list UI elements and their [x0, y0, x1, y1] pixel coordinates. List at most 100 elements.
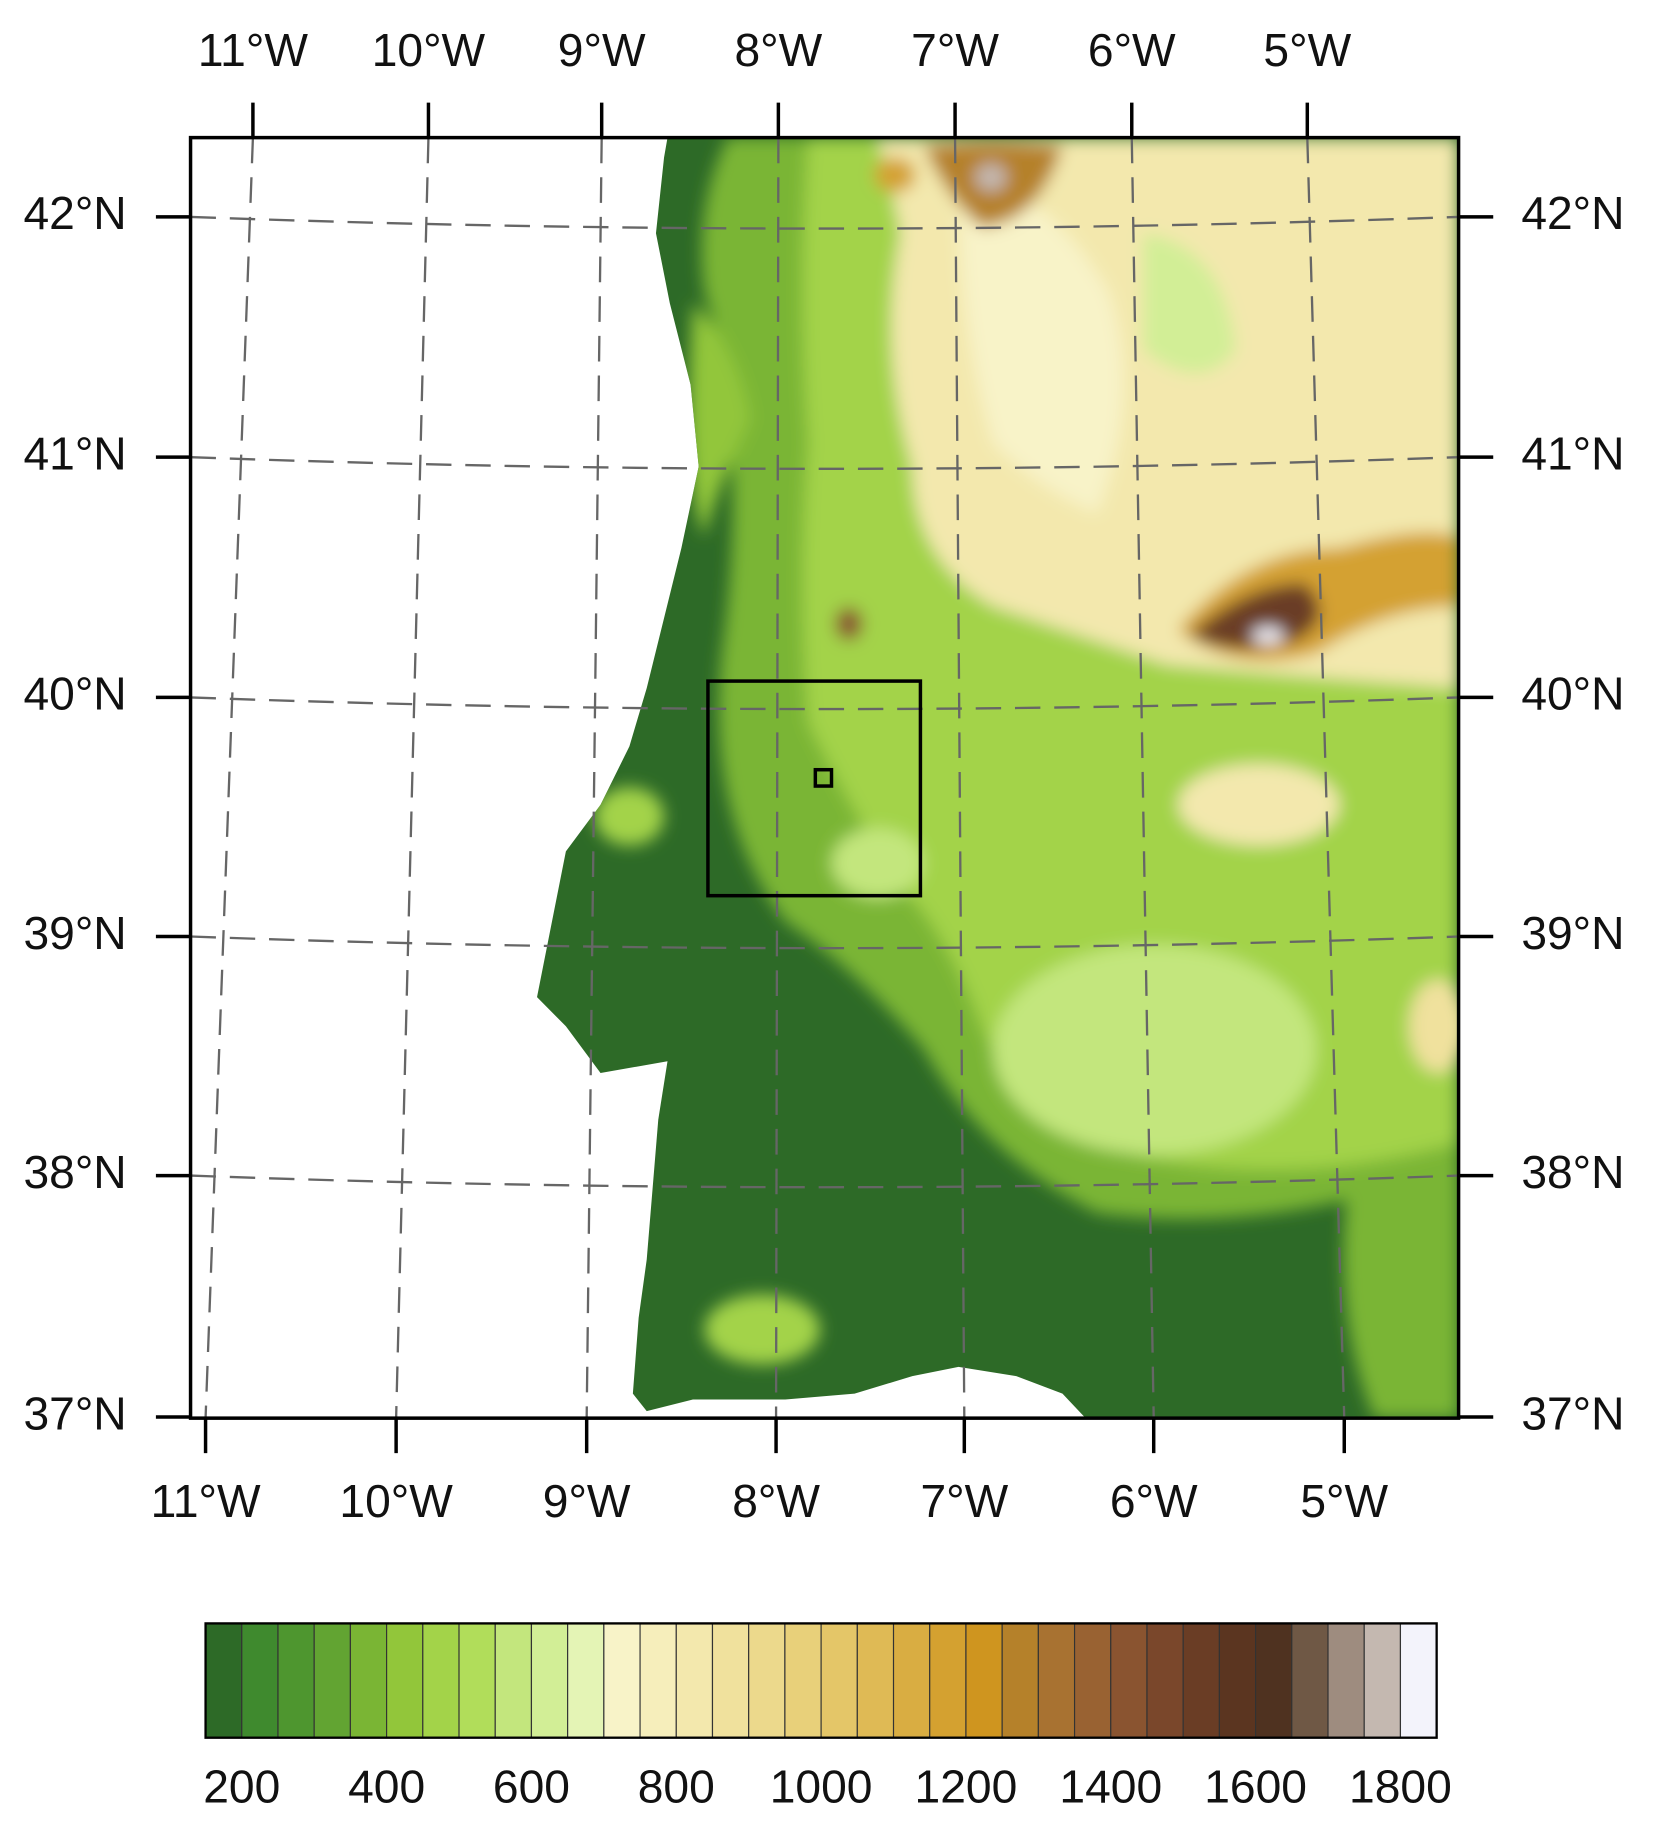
meridian	[1130, 137, 1155, 1419]
peak	[974, 163, 1008, 192]
domain-box	[706, 679, 923, 898]
colorbar-box	[639, 1622, 677, 1739]
meridian	[1306, 137, 1346, 1419]
colorbar-tick-label: 200	[203, 1760, 280, 1812]
meridian	[953, 137, 966, 1419]
hills	[704, 1294, 820, 1365]
lat-label: 41°N	[23, 427, 126, 479]
lon-label: 10°W	[372, 24, 486, 76]
hills	[1143, 233, 1236, 374]
colorbar-box	[567, 1622, 605, 1739]
parallel	[190, 696, 1459, 711]
lon-label: 11°W	[151, 1475, 261, 1527]
lon-label: 8°W	[732, 1475, 820, 1527]
colorbar-box	[1291, 1622, 1329, 1739]
hills	[831, 828, 924, 899]
colorbar-box	[1001, 1622, 1039, 1739]
lon-label: 6°W	[1110, 1475, 1198, 1527]
lat-label: 40°N	[23, 668, 126, 720]
lon-label: 5°W	[1263, 24, 1351, 76]
peak	[1251, 627, 1285, 644]
colorbar-box	[1146, 1622, 1184, 1739]
parallel	[190, 456, 1459, 470]
colorbar-tick-label: 1000	[770, 1760, 873, 1812]
colorbar-tick-label: 1200	[915, 1760, 1018, 1812]
colorbar-box	[820, 1622, 858, 1739]
meridian	[585, 137, 603, 1419]
colorbar: 200 400 600 800 1000 1200 1400 1600 1800	[203, 1622, 1452, 1813]
colorbar-box	[1363, 1622, 1402, 1739]
colorbar-tick-label: 600	[493, 1760, 570, 1812]
meridian	[774, 137, 780, 1419]
colorbar-box	[494, 1622, 533, 1739]
elevation-shading	[594, 137, 1459, 1419]
meridian	[204, 137, 255, 1419]
lat-label: 38°N	[1521, 1146, 1624, 1198]
terrain	[537, 137, 1459, 1419]
lon-label: 8°W	[735, 24, 823, 76]
parallel	[190, 935, 1459, 950]
colorbar-box	[929, 1622, 967, 1739]
plateau	[958, 185, 1124, 514]
lon-label: 9°W	[543, 1475, 631, 1527]
plateau	[1177, 763, 1340, 846]
colorbar-box	[458, 1622, 496, 1739]
lon-label: 5°W	[1300, 1475, 1388, 1527]
ridge	[874, 157, 916, 193]
hills	[689, 303, 751, 537]
lon-label: 6°W	[1088, 24, 1176, 76]
colorbar-box	[892, 1622, 931, 1739]
plateau	[1408, 979, 1459, 1073]
colorbar-box	[1399, 1622, 1438, 1739]
lat-label: 37°N	[23, 1387, 126, 1439]
parallel	[190, 215, 1459, 230]
colorbar-box	[386, 1622, 424, 1739]
colorbar-box	[711, 1622, 750, 1739]
lat-label: 40°N	[1521, 668, 1624, 720]
colorbar-box	[856, 1622, 895, 1739]
colorbar-tick-label: 800	[638, 1760, 715, 1812]
colorbar-box	[1037, 1622, 1076, 1739]
colorbar-tick-label: 1600	[1204, 1760, 1307, 1812]
colorbar-box	[277, 1622, 315, 1739]
lat-label: 39°N	[1521, 907, 1624, 959]
colorbar-box	[241, 1622, 279, 1739]
colorbar-box	[1110, 1622, 1148, 1739]
colorbar-frame	[204, 1622, 1438, 1739]
colorbar-box	[675, 1622, 714, 1739]
lat-label: 37°N	[1521, 1387, 1624, 1439]
lat-label: 38°N	[23, 1146, 126, 1198]
ridge	[1189, 583, 1320, 649]
lat-label: 39°N	[23, 907, 126, 959]
colorbar-box	[313, 1622, 351, 1739]
lon-label: 9°W	[558, 24, 646, 76]
colorbar-box	[1327, 1622, 1365, 1739]
hills	[993, 944, 1317, 1155]
colorbar-box	[603, 1622, 641, 1739]
lat-label: 42°N	[23, 187, 126, 239]
colorbar-box	[530, 1622, 569, 1739]
graticule	[190, 137, 1459, 1419]
meridian	[394, 137, 430, 1419]
lat-label: 41°N	[1521, 427, 1624, 479]
inner-domain-box	[813, 767, 834, 788]
parallel	[190, 1174, 1459, 1189]
ridge	[834, 607, 863, 641]
lon-label: 10°W	[339, 1475, 453, 1527]
colorbar-box	[204, 1622, 243, 1739]
colorbar-box	[748, 1622, 786, 1739]
colorbar-box	[422, 1622, 460, 1739]
colorbar-box	[1182, 1622, 1220, 1739]
lon-label: 7°W	[911, 24, 999, 76]
axis-labels: 11°W 10°W 9°W 8°W 7°W 6°W 5°W 11°W 10°W 9°W 8°W 7°W…	[23, 24, 1624, 1527]
lat-label: 42°N	[1521, 187, 1624, 239]
colorbar-box	[965, 1622, 1003, 1739]
hills	[1343, 1160, 1459, 1419]
colorbar-box	[784, 1622, 822, 1739]
colorbar-tick-label: 400	[348, 1760, 425, 1812]
lon-label: 7°W	[920, 1475, 1008, 1527]
hills	[594, 787, 665, 846]
lon-label: 11°W	[198, 24, 308, 76]
